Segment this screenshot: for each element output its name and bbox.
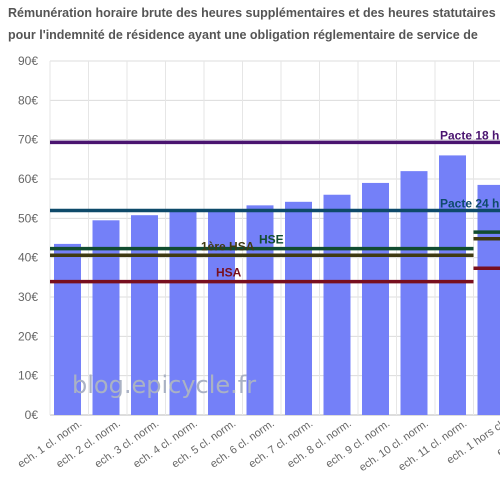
watermark-text: blog.epicycle.fr [72, 371, 256, 399]
x-tick-label: ech. 1 cl. norm. [16, 418, 84, 471]
bar [477, 184, 500, 415]
bar [92, 220, 120, 415]
bar [246, 205, 274, 415]
reference-line-label: Pacte 24 h [440, 196, 499, 210]
bar [400, 171, 428, 415]
reference-line-label: 1ère HSA [201, 239, 255, 253]
bar [362, 182, 389, 415]
y-tick-label: 80€ [18, 93, 38, 107]
reference-line-label: Pacte 18 h [440, 128, 499, 142]
chart-title-line-2: pour l'indemnité de résidence ayant une … [8, 28, 478, 42]
y-tick-label: 70€ [18, 133, 38, 147]
bar [54, 243, 81, 415]
bar [208, 209, 235, 415]
bar [439, 155, 466, 415]
bar [323, 194, 351, 415]
y-tick-label: 90€ [18, 54, 38, 68]
y-tick-label: 40€ [18, 251, 38, 265]
y-tick-label: 20€ [18, 329, 38, 343]
y-tick-label: 30€ [18, 290, 38, 304]
bar [169, 211, 197, 415]
y-tick-label: 10€ [18, 369, 38, 383]
bar [285, 201, 312, 415]
x-tick-label: ech. 11 cl. norm. [396, 418, 469, 474]
x-tick-label: ech. 10 cl. norm. [357, 418, 431, 474]
reference-line-label: HSE [259, 233, 284, 247]
chart-title-line-1: Rémunération horaire brute des heures su… [8, 6, 496, 20]
y-tick-label: 0€ [25, 408, 39, 422]
reference-line-label: HSA [216, 266, 242, 280]
y-tick-label: 50€ [18, 211, 38, 225]
y-tick-label: 60€ [18, 172, 38, 186]
